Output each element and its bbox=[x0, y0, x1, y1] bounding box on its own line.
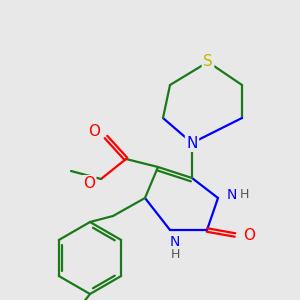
Text: H: H bbox=[170, 248, 180, 260]
Text: N: N bbox=[186, 136, 198, 151]
Text: N: N bbox=[170, 235, 180, 249]
Text: H: H bbox=[239, 188, 249, 202]
Text: S: S bbox=[203, 55, 213, 70]
Text: O: O bbox=[243, 227, 255, 242]
Text: O: O bbox=[88, 124, 100, 140]
Text: N: N bbox=[227, 188, 237, 202]
Text: O: O bbox=[83, 176, 95, 191]
